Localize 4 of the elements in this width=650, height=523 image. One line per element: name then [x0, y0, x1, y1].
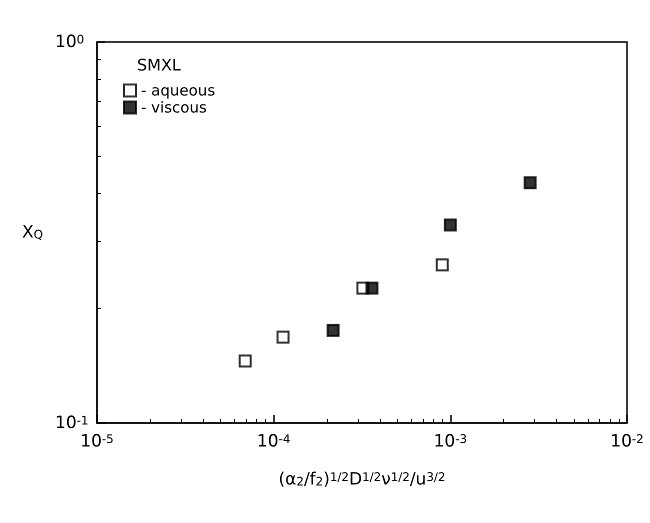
legend-title: SMXL: [137, 56, 181, 74]
legend-label: - aqueous: [141, 82, 216, 100]
legend-label: - viscous: [141, 98, 207, 116]
y-axis-title: XQ: [22, 222, 44, 242]
